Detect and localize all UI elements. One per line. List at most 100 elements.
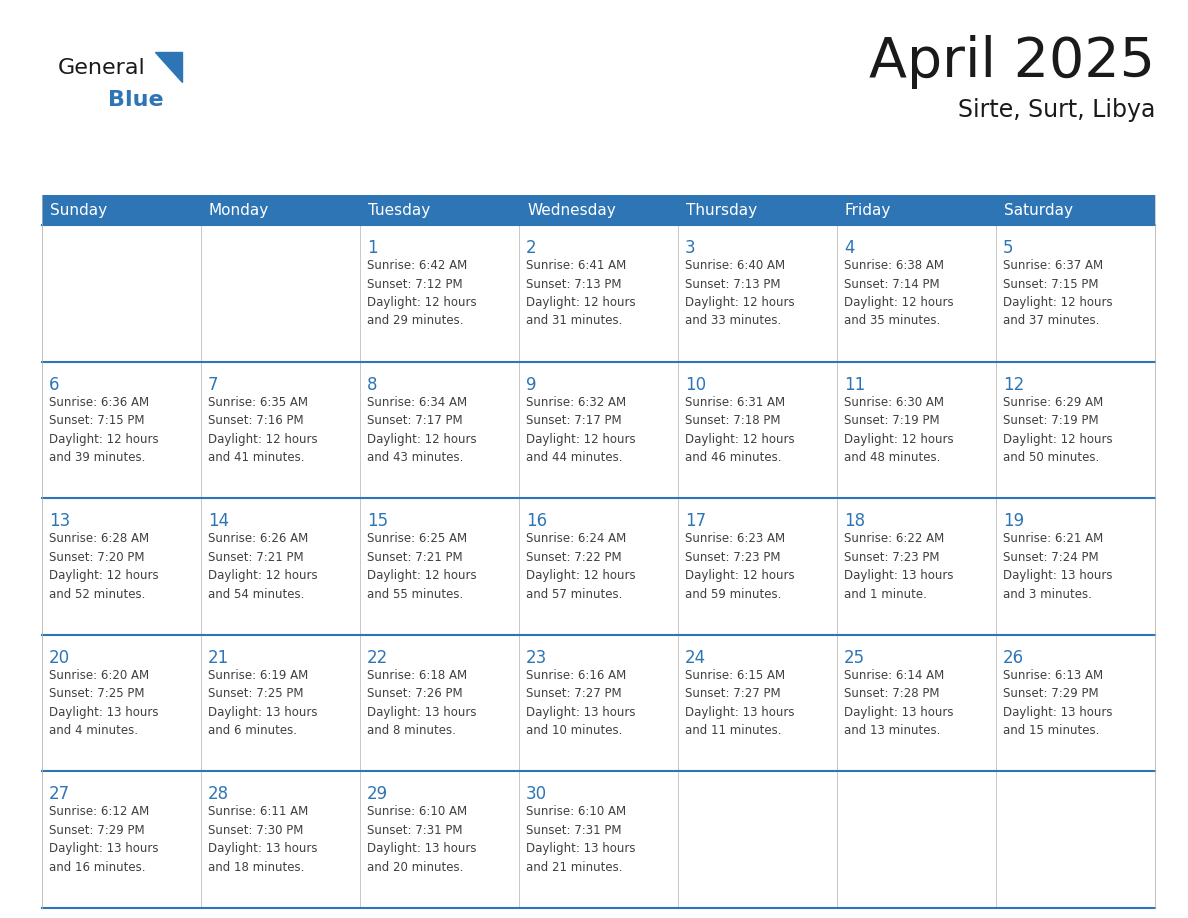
Bar — [360, 195, 519, 225]
Bar — [519, 195, 678, 225]
Text: Sunrise: 6:12 AM
Sunset: 7:29 PM
Daylight: 13 hours
and 16 minutes.: Sunrise: 6:12 AM Sunset: 7:29 PM Dayligh… — [49, 805, 158, 874]
Text: General: General — [58, 58, 146, 78]
Bar — [678, 225, 838, 362]
Bar — [42, 225, 201, 362]
Bar — [996, 195, 1155, 225]
Text: 10: 10 — [685, 375, 706, 394]
Bar — [519, 635, 678, 771]
Text: Tuesday: Tuesday — [368, 203, 430, 218]
Bar — [838, 635, 996, 771]
Bar — [201, 362, 360, 498]
Text: 5: 5 — [1003, 239, 1013, 257]
Bar — [519, 362, 678, 498]
Text: 13: 13 — [49, 512, 70, 531]
Text: Sunrise: 6:11 AM
Sunset: 7:30 PM
Daylight: 13 hours
and 18 minutes.: Sunrise: 6:11 AM Sunset: 7:30 PM Dayligh… — [208, 805, 317, 874]
Text: 7: 7 — [208, 375, 219, 394]
Text: Sunrise: 6:29 AM
Sunset: 7:19 PM
Daylight: 12 hours
and 50 minutes.: Sunrise: 6:29 AM Sunset: 7:19 PM Dayligh… — [1003, 396, 1113, 465]
Bar — [838, 771, 996, 908]
Text: 2: 2 — [526, 239, 537, 257]
Text: 6: 6 — [49, 375, 59, 394]
Text: Sunrise: 6:10 AM
Sunset: 7:31 PM
Daylight: 13 hours
and 20 minutes.: Sunrise: 6:10 AM Sunset: 7:31 PM Dayligh… — [367, 805, 476, 874]
Bar — [678, 635, 838, 771]
Bar — [838, 225, 996, 362]
Text: Sunday: Sunday — [50, 203, 107, 218]
Text: 3: 3 — [685, 239, 696, 257]
Bar — [201, 771, 360, 908]
Text: Sunrise: 6:26 AM
Sunset: 7:21 PM
Daylight: 12 hours
and 54 minutes.: Sunrise: 6:26 AM Sunset: 7:21 PM Dayligh… — [208, 532, 317, 600]
Bar — [519, 498, 678, 635]
Text: Sunrise: 6:23 AM
Sunset: 7:23 PM
Daylight: 12 hours
and 59 minutes.: Sunrise: 6:23 AM Sunset: 7:23 PM Dayligh… — [685, 532, 795, 600]
Text: Sunrise: 6:38 AM
Sunset: 7:14 PM
Daylight: 12 hours
and 35 minutes.: Sunrise: 6:38 AM Sunset: 7:14 PM Dayligh… — [843, 259, 954, 328]
Text: 25: 25 — [843, 649, 865, 666]
Text: 8: 8 — [367, 375, 378, 394]
Bar — [678, 362, 838, 498]
Text: Monday: Monday — [209, 203, 270, 218]
Text: Sunrise: 6:37 AM
Sunset: 7:15 PM
Daylight: 12 hours
and 37 minutes.: Sunrise: 6:37 AM Sunset: 7:15 PM Dayligh… — [1003, 259, 1113, 328]
Bar — [519, 771, 678, 908]
Text: Sunrise: 6:25 AM
Sunset: 7:21 PM
Daylight: 12 hours
and 55 minutes.: Sunrise: 6:25 AM Sunset: 7:21 PM Dayligh… — [367, 532, 476, 600]
Text: 11: 11 — [843, 375, 865, 394]
Text: Thursday: Thursday — [685, 203, 757, 218]
Text: 19: 19 — [1003, 512, 1024, 531]
Text: 28: 28 — [208, 786, 229, 803]
Text: Sunrise: 6:31 AM
Sunset: 7:18 PM
Daylight: 12 hours
and 46 minutes.: Sunrise: 6:31 AM Sunset: 7:18 PM Dayligh… — [685, 396, 795, 465]
Text: Sirte, Surt, Libya: Sirte, Surt, Libya — [958, 98, 1155, 122]
Text: 17: 17 — [685, 512, 706, 531]
Text: 22: 22 — [367, 649, 388, 666]
Text: Sunrise: 6:28 AM
Sunset: 7:20 PM
Daylight: 12 hours
and 52 minutes.: Sunrise: 6:28 AM Sunset: 7:20 PM Dayligh… — [49, 532, 159, 600]
Bar — [996, 225, 1155, 362]
Text: Sunrise: 6:42 AM
Sunset: 7:12 PM
Daylight: 12 hours
and 29 minutes.: Sunrise: 6:42 AM Sunset: 7:12 PM Dayligh… — [367, 259, 476, 328]
Text: Friday: Friday — [845, 203, 891, 218]
Text: 30: 30 — [526, 786, 548, 803]
Bar — [996, 635, 1155, 771]
Text: Sunrise: 6:13 AM
Sunset: 7:29 PM
Daylight: 13 hours
and 15 minutes.: Sunrise: 6:13 AM Sunset: 7:29 PM Dayligh… — [1003, 669, 1112, 737]
Text: Sunrise: 6:22 AM
Sunset: 7:23 PM
Daylight: 13 hours
and 1 minute.: Sunrise: 6:22 AM Sunset: 7:23 PM Dayligh… — [843, 532, 954, 600]
Bar — [838, 498, 996, 635]
Text: 15: 15 — [367, 512, 388, 531]
Text: Sunrise: 6:16 AM
Sunset: 7:27 PM
Daylight: 13 hours
and 10 minutes.: Sunrise: 6:16 AM Sunset: 7:27 PM Dayligh… — [526, 669, 636, 737]
Text: Saturday: Saturday — [1004, 203, 1073, 218]
Bar — [838, 362, 996, 498]
Text: 24: 24 — [685, 649, 706, 666]
Text: Sunrise: 6:30 AM
Sunset: 7:19 PM
Daylight: 12 hours
and 48 minutes.: Sunrise: 6:30 AM Sunset: 7:19 PM Dayligh… — [843, 396, 954, 465]
Text: 16: 16 — [526, 512, 548, 531]
Bar — [678, 771, 838, 908]
Bar — [201, 498, 360, 635]
Bar — [201, 195, 360, 225]
Polygon shape — [154, 52, 182, 82]
Text: 27: 27 — [49, 786, 70, 803]
Text: Blue: Blue — [108, 90, 164, 110]
Text: 20: 20 — [49, 649, 70, 666]
Text: Wednesday: Wednesday — [527, 203, 615, 218]
Text: 9: 9 — [526, 375, 537, 394]
Bar — [838, 195, 996, 225]
Text: Sunrise: 6:14 AM
Sunset: 7:28 PM
Daylight: 13 hours
and 13 minutes.: Sunrise: 6:14 AM Sunset: 7:28 PM Dayligh… — [843, 669, 954, 737]
Text: Sunrise: 6:32 AM
Sunset: 7:17 PM
Daylight: 12 hours
and 44 minutes.: Sunrise: 6:32 AM Sunset: 7:17 PM Dayligh… — [526, 396, 636, 465]
Bar — [360, 362, 519, 498]
Text: Sunrise: 6:34 AM
Sunset: 7:17 PM
Daylight: 12 hours
and 43 minutes.: Sunrise: 6:34 AM Sunset: 7:17 PM Dayligh… — [367, 396, 476, 465]
Text: 21: 21 — [208, 649, 229, 666]
Text: 29: 29 — [367, 786, 388, 803]
Bar — [42, 635, 201, 771]
Text: 23: 23 — [526, 649, 548, 666]
Bar — [996, 362, 1155, 498]
Text: 14: 14 — [208, 512, 229, 531]
Bar — [201, 225, 360, 362]
Bar — [42, 498, 201, 635]
Text: 1: 1 — [367, 239, 378, 257]
Text: Sunrise: 6:18 AM
Sunset: 7:26 PM
Daylight: 13 hours
and 8 minutes.: Sunrise: 6:18 AM Sunset: 7:26 PM Dayligh… — [367, 669, 476, 737]
Text: Sunrise: 6:10 AM
Sunset: 7:31 PM
Daylight: 13 hours
and 21 minutes.: Sunrise: 6:10 AM Sunset: 7:31 PM Dayligh… — [526, 805, 636, 874]
Text: Sunrise: 6:20 AM
Sunset: 7:25 PM
Daylight: 13 hours
and 4 minutes.: Sunrise: 6:20 AM Sunset: 7:25 PM Dayligh… — [49, 669, 158, 737]
Text: April 2025: April 2025 — [868, 35, 1155, 89]
Text: 26: 26 — [1003, 649, 1024, 666]
Text: Sunrise: 6:40 AM
Sunset: 7:13 PM
Daylight: 12 hours
and 33 minutes.: Sunrise: 6:40 AM Sunset: 7:13 PM Dayligh… — [685, 259, 795, 328]
Text: Sunrise: 6:41 AM
Sunset: 7:13 PM
Daylight: 12 hours
and 31 minutes.: Sunrise: 6:41 AM Sunset: 7:13 PM Dayligh… — [526, 259, 636, 328]
Bar — [360, 771, 519, 908]
Bar — [42, 771, 201, 908]
Text: 12: 12 — [1003, 375, 1024, 394]
Text: 4: 4 — [843, 239, 854, 257]
Bar — [519, 225, 678, 362]
Text: Sunrise: 6:35 AM
Sunset: 7:16 PM
Daylight: 12 hours
and 41 minutes.: Sunrise: 6:35 AM Sunset: 7:16 PM Dayligh… — [208, 396, 317, 465]
Text: Sunrise: 6:15 AM
Sunset: 7:27 PM
Daylight: 13 hours
and 11 minutes.: Sunrise: 6:15 AM Sunset: 7:27 PM Dayligh… — [685, 669, 795, 737]
Bar — [996, 498, 1155, 635]
